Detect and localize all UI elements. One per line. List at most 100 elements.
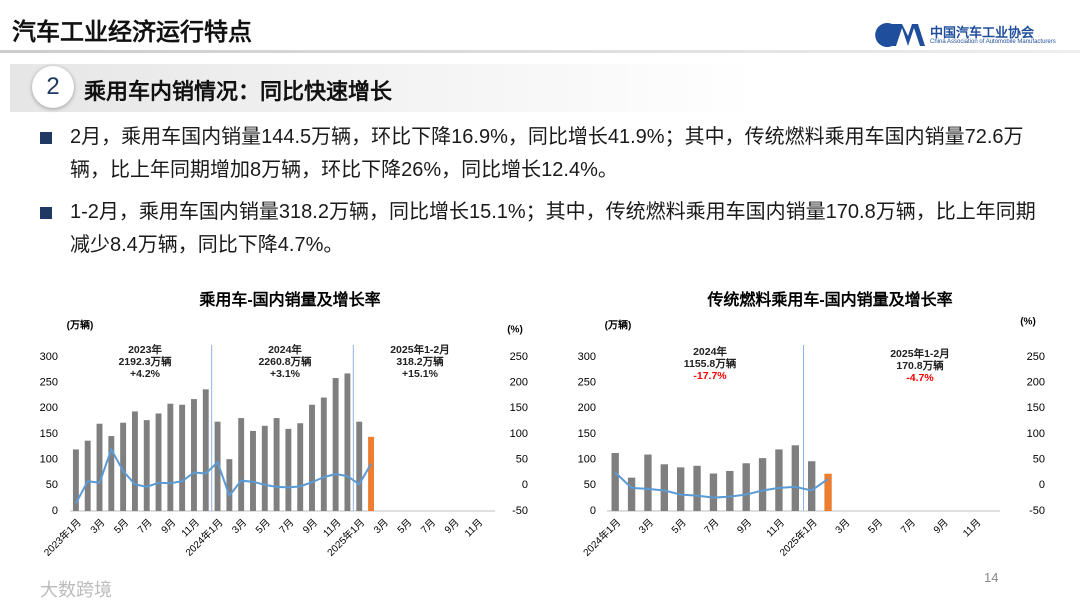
y-tick-label: 50: [46, 479, 58, 491]
y-tick-label: 150: [40, 428, 58, 440]
page-number: 14: [984, 570, 999, 585]
bar: [344, 373, 351, 511]
bar: [758, 458, 767, 511]
bar: [131, 411, 138, 511]
bar: [791, 445, 799, 511]
x-tick-label: 5月: [395, 517, 414, 536]
y2-tick-label: -50: [512, 505, 528, 517]
x-tick-label: 3月: [88, 517, 107, 536]
bar: [611, 452, 619, 511]
bar: [96, 423, 103, 511]
section-number: 2: [32, 66, 74, 108]
bar: [191, 399, 197, 511]
growth-line: [75, 446, 372, 504]
chart-title: 传统燃料乘用车-国内销量及增长率: [706, 290, 952, 309]
bar: [644, 454, 652, 511]
y2-tick-label: 250: [510, 351, 528, 363]
bar: [709, 473, 718, 511]
y2-tick-label: 150: [1027, 402, 1045, 414]
section-band: [10, 64, 1080, 112]
bar: [179, 404, 186, 511]
bar: [726, 470, 734, 511]
bar: [238, 418, 245, 511]
annotation: 2025年1-2月: [890, 347, 950, 360]
y2-tick-label: 200: [1027, 377, 1045, 389]
annotation: 1155.8万辆: [684, 357, 737, 370]
bar: [108, 436, 115, 511]
y2-tick-label: 0: [522, 479, 528, 491]
y-tick-label: 300: [578, 351, 596, 363]
annotation: 2023年: [128, 343, 162, 356]
annotation: +15.1%: [402, 368, 439, 380]
bar: [202, 389, 209, 511]
bullet: 2月，乘用车国内销量144.5万辆，环比下降16.9%，同比增长41.9%；其中…: [40, 121, 1050, 187]
logo-name: 中国汽车工业协会: [930, 25, 1035, 40]
y-axis-label: (万辆): [605, 319, 632, 332]
x-tick-label: 9月: [159, 517, 178, 536]
bar: [167, 403, 174, 511]
bar: [285, 428, 292, 511]
x-tick-label: 2024年1月: [580, 516, 623, 559]
x-tick-label: 7月: [277, 517, 296, 536]
y-tick-label: 100: [578, 454, 596, 466]
x-tick-label: 9月: [735, 517, 754, 536]
annotation: 2024年: [693, 345, 727, 358]
y2-tick-label: 200: [510, 377, 528, 389]
growth-line: [614, 471, 829, 499]
bar: [677, 467, 685, 511]
annotation: +4.2%: [130, 368, 161, 380]
bar: [693, 465, 701, 511]
y2-tick-label: 0: [1039, 479, 1045, 491]
logo-mark: [875, 23, 925, 48]
y2-axis-label: (%): [507, 325, 523, 336]
bar: [214, 421, 221, 511]
y-tick-label: 100: [40, 454, 58, 466]
chart-title: 乘用车-国内销量及增长率: [198, 290, 380, 309]
bar: [320, 397, 327, 511]
x-tick-label: 9月: [301, 517, 320, 536]
annotation: 2025年1-2月: [390, 343, 450, 356]
y-tick-label: 250: [40, 377, 58, 389]
y2-tick-label: 50: [516, 454, 528, 466]
bar: [808, 461, 816, 511]
bar: [297, 423, 304, 511]
x-tick-label: 7月: [135, 517, 154, 536]
x-tick-label: 7月: [898, 517, 917, 536]
y-tick-label: 200: [40, 402, 58, 414]
y-tick-label: 0: [52, 505, 58, 517]
x-tick-label: 5月: [253, 517, 272, 536]
y-tick-label: 150: [578, 428, 596, 440]
bar: [660, 464, 668, 511]
annotation: 2024年: [268, 343, 302, 356]
bar: [261, 425, 268, 511]
annotation: -17.7%: [693, 370, 727, 382]
x-tick-label: 11月: [764, 517, 787, 540]
bar: [356, 421, 363, 511]
bar: [332, 378, 339, 511]
bar: [226, 459, 233, 511]
y2-tick-label: 100: [1027, 428, 1045, 440]
annotation: -4.7%: [906, 372, 934, 384]
x-tick-label: 9月: [442, 517, 461, 536]
y-tick-label: 50: [584, 479, 596, 491]
y-tick-label: 300: [40, 351, 58, 363]
x-tick-label: 3月: [636, 517, 655, 536]
annotation: 318.2万辆: [396, 355, 444, 368]
bar: [368, 436, 374, 511]
slide-title: 汽车工业经济运行特点: [12, 19, 252, 46]
x-tick-label: 5月: [112, 517, 131, 536]
y-axis-label: (万辆): [67, 319, 94, 332]
bullet: 1-2月，乘用车国内销量318.2万辆，同比增长15.1%；其中，传统燃料乘用车…: [40, 196, 1050, 262]
bar: [250, 430, 256, 511]
y2-axis-label: (%): [1020, 317, 1036, 328]
y-tick-label: 0: [590, 505, 596, 517]
section-heading: 乘用车内销情况：同比快速增长: [84, 79, 393, 104]
y-tick-label: 250: [578, 377, 596, 389]
bar: [309, 404, 315, 511]
y2-tick-label: 250: [1027, 351, 1045, 363]
x-tick-label: 5月: [866, 517, 885, 536]
bar: [742, 463, 750, 511]
bar: [273, 418, 280, 511]
